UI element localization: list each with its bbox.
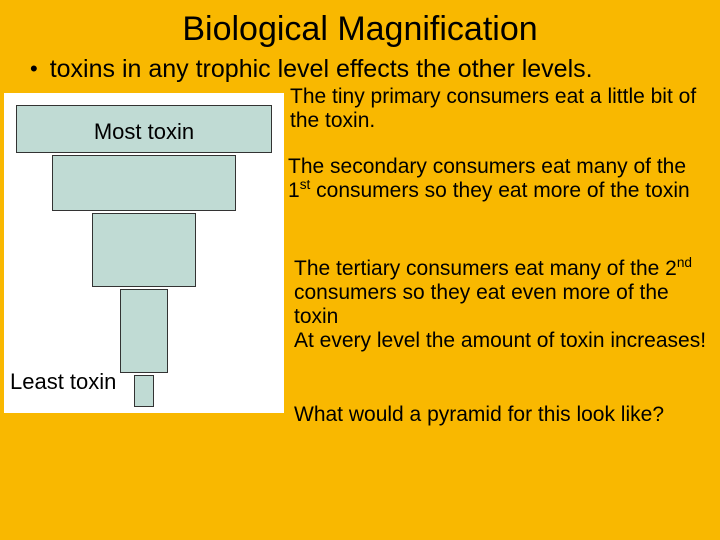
pyramid-bar-2	[92, 213, 196, 287]
pyramid-bar-3	[120, 289, 168, 373]
most-toxin-label: Most toxin	[19, 119, 269, 145]
paragraph-primary: The tiny primary consumers eat a little …	[290, 85, 710, 133]
pyramid-diagram: Most toxin Least toxin	[4, 93, 284, 413]
bullet-text: toxins in any trophic level effects the …	[50, 55, 698, 85]
p3-part-a: The tertiary consumers eat many of the 2	[294, 257, 677, 280]
p4-text: At every level the amount of toxin incre…	[294, 329, 706, 352]
bullet-row: • toxins in any trophic level effects th…	[0, 55, 720, 85]
p2-part-b: consumers so they eat more of the toxin	[310, 179, 689, 202]
bullet-dot-icon: •	[30, 55, 38, 84]
pyramid-bar-1	[52, 155, 236, 211]
paragraph-tertiary: The tertiary consumers eat many of the 2…	[294, 257, 714, 354]
p2-sup: st	[300, 177, 311, 192]
p3-sup: nd	[677, 255, 692, 270]
content-area: Most toxin Least toxin The tiny primary …	[0, 85, 720, 505]
paragraph-secondary: The secondary consumers eat many of the …	[288, 155, 714, 203]
p3-part-b: consumers so they eat even more of the t…	[294, 281, 669, 328]
least-toxin-label: Least toxin	[10, 369, 120, 395]
page-title: Biological Magnification	[0, 0, 720, 55]
paragraph-question: What would a pyramid for this look like?	[294, 403, 714, 427]
pyramid-bar-4	[134, 375, 154, 407]
